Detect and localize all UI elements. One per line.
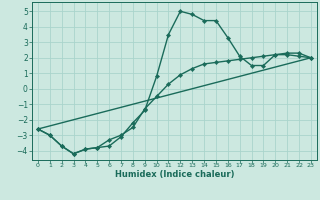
X-axis label: Humidex (Indice chaleur): Humidex (Indice chaleur) (115, 170, 234, 179)
